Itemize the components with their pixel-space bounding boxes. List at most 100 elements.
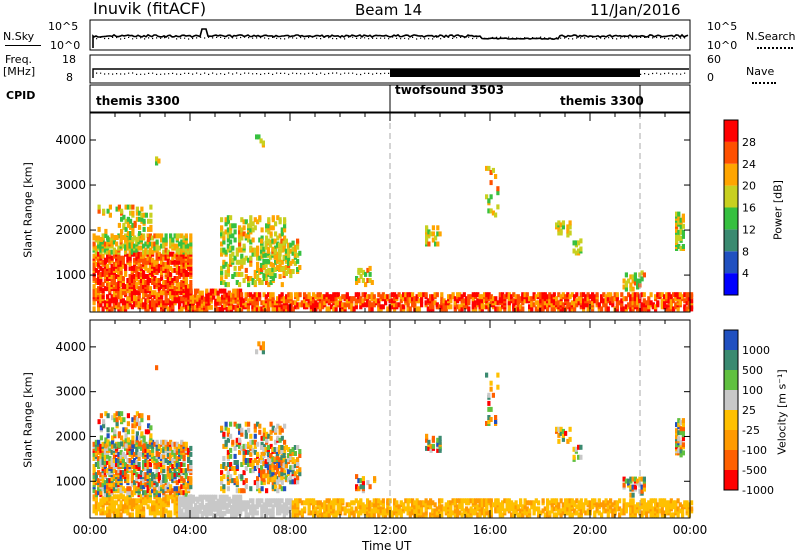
range-gate-cell [550, 498, 554, 504]
range-gate-cell [151, 439, 155, 445]
range-gate-cell [271, 306, 275, 312]
range-gate-cell [133, 278, 137, 283]
range-gate-cell [233, 255, 237, 261]
range-gate-cell [348, 296, 352, 302]
range-gate-cell [178, 253, 182, 259]
range-gate-cell [171, 498, 175, 504]
range-gate-cell [375, 502, 379, 508]
range-gate-cell [278, 298, 282, 304]
range-gate-cell [294, 508, 298, 514]
range-gate-cell [275, 469, 279, 475]
range-gate-cell [406, 506, 410, 512]
range-gate-cell [92, 441, 96, 447]
range-gate-cell [604, 298, 608, 304]
range-gate-cell [151, 451, 155, 457]
range-gate-cell [399, 508, 403, 514]
range-gate-cell [291, 258, 295, 264]
nsearch-trace [96, 36, 686, 40]
range-gate-cell [264, 294, 268, 300]
range-gate-cell [327, 298, 331, 304]
range-gate-cell [229, 223, 233, 229]
range-gate-cell [681, 223, 685, 229]
range-gate-cell [255, 306, 259, 312]
range-gate-cell [350, 506, 354, 512]
range-gate-cell [117, 233, 121, 239]
range-gate-cell [142, 472, 146, 478]
range-gate-cell [627, 502, 631, 508]
range-gate-cell [280, 238, 284, 244]
range-gate-cell [496, 190, 500, 196]
range-gate-cell [334, 510, 338, 516]
range-gate-cell [420, 298, 424, 304]
range-gate-cell [303, 500, 307, 506]
range-gate-cell [171, 488, 175, 494]
range-gate-cell [262, 300, 266, 306]
range-gate-cell [110, 274, 114, 279]
range-gate-cell [108, 271, 112, 277]
range-gate-cell [169, 276, 173, 281]
range-gate-cell [97, 286, 101, 292]
range-gate-cell [314, 300, 318, 306]
range-gate-cell [138, 425, 142, 431]
range-gate-cell [249, 227, 253, 233]
range-gate-cell [249, 443, 253, 449]
range-gate-cell [194, 292, 198, 298]
range-gate-cell [256, 484, 260, 490]
range-gate-cell [312, 498, 316, 504]
range-gate-cell [568, 502, 572, 508]
range-gate-cell [153, 276, 157, 281]
range-gate-cell [178, 282, 182, 288]
range-gate-cell [537, 300, 541, 306]
range-gate-cell [135, 486, 139, 492]
range-gate-cell [142, 243, 146, 249]
range-gate-cell [440, 498, 444, 504]
freq-tick-bottom: 8 [66, 71, 73, 84]
range-gate-cell [256, 265, 260, 271]
range-gate-cell [184, 261, 188, 267]
range-gate-cell [280, 445, 284, 450]
range-gate-cell [469, 498, 473, 504]
range-gate-cell [106, 208, 110, 214]
range-gate-cell [471, 292, 475, 298]
range-gate-cell [476, 498, 480, 504]
range-gate-cell [171, 458, 175, 463]
range-gate-cell [672, 306, 676, 312]
range-gate-cell [112, 253, 116, 259]
range-gate-cell [642, 498, 646, 504]
range-gate-cell [435, 506, 439, 512]
range-gate-cell [142, 278, 146, 283]
colorbar-swatch [724, 251, 738, 274]
range-gate-cell [478, 294, 482, 300]
range-gate-cell [575, 292, 579, 298]
range-gate-cell [94, 439, 98, 445]
range-gate-cell [99, 490, 103, 496]
range-gate-cell [164, 478, 168, 484]
range-gate-cell [151, 500, 155, 506]
range-gate-cell [124, 496, 128, 502]
range-gate-cell [221, 298, 225, 304]
range-gate-cell [514, 504, 518, 510]
range-gate-cell [173, 506, 177, 512]
range-gate-cell [242, 219, 246, 225]
range-gate-cell [148, 482, 152, 488]
range-gate-cell [408, 498, 412, 504]
range-gate-cell [629, 498, 633, 504]
range-gate-cell [269, 280, 273, 285]
range-gate-cell [597, 302, 601, 308]
range-gate-cell [258, 468, 262, 474]
range-gate-cell [115, 470, 119, 476]
range-gate-cell [665, 304, 669, 310]
range-gate-cell [566, 502, 570, 508]
range-gate-cell [492, 296, 496, 302]
range-gate-cell [126, 216, 130, 222]
range-gate-cell [638, 278, 642, 284]
range-gate-cell [171, 304, 175, 310]
range-gate-cell [196, 294, 200, 300]
range-gate-cell [429, 512, 433, 518]
range-gate-cell [440, 504, 444, 510]
range-gate-cell [189, 464, 193, 469]
range-gate-cell [231, 466, 235, 471]
range-gate-cell [354, 292, 358, 298]
range-gate-cell [258, 215, 262, 221]
